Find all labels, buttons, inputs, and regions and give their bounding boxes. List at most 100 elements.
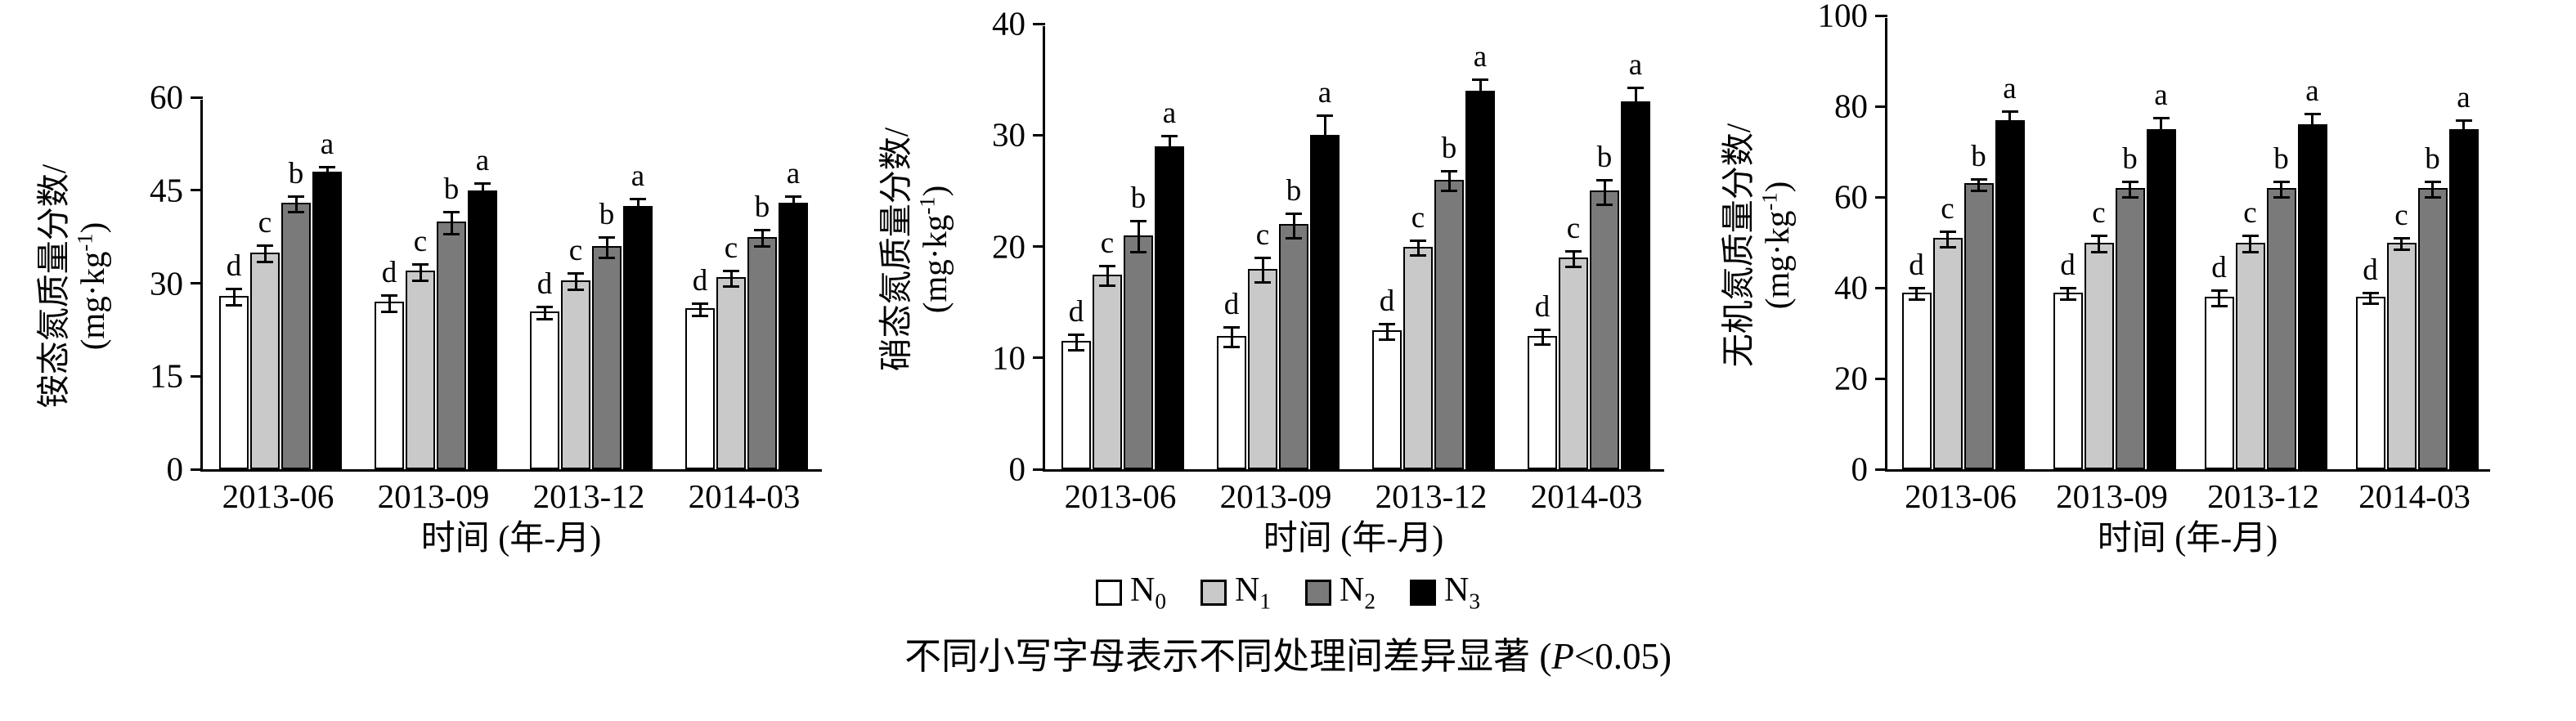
- figure-caption: 不同小写字母表示不同处理间差异显著 (P<0.05): [904, 635, 1672, 677]
- y-axis-title-line1: 无机氮质量分数/: [1719, 123, 1757, 367]
- bar-N1-2013-12: c: [561, 235, 590, 469]
- error-bar: [568, 272, 584, 292]
- bar-N0-2014-03: d: [2355, 255, 2385, 469]
- error-bar: [630, 198, 646, 217]
- significance-letter: d: [226, 249, 242, 284]
- bar-N1-2013-06: c: [250, 208, 280, 469]
- significance-letter: c: [413, 224, 428, 258]
- x-axis-title: 时间 (年-月): [420, 520, 602, 558]
- y-tick-mark: [1875, 105, 1887, 108]
- y-tick-mark: [1875, 14, 1887, 17]
- error-bar: [1627, 86, 1644, 120]
- bar-N0-2013-06: d: [219, 251, 249, 469]
- y-tick-label: 45: [150, 171, 183, 209]
- charts-row: 铵态氮质量分数/ (mg·kg-1) 0 15 30 45 60 d c b a d c b a d c b a…: [25, 0, 2490, 560]
- bar-N1-2013-09: c: [1248, 220, 1277, 469]
- significance-letter: d: [536, 266, 553, 301]
- significance-letter: b: [288, 156, 304, 190]
- bar-N3-2013-09: a: [2146, 80, 2176, 469]
- chart-ammonium-nitrogen: 铵态氮质量分数/ (mg·kg-1) 0 15 30 45 60 d c b a d c b a d c b a…: [25, 80, 822, 560]
- error-bar: [2424, 180, 2441, 199]
- bar-N3-2013-12: a: [1465, 42, 1495, 469]
- legend-item-n1: N1: [1200, 573, 1271, 613]
- y-tick-mark: [1033, 468, 1045, 471]
- y-tick-label: 30: [992, 115, 1025, 154]
- y-tick-mark: [1875, 377, 1887, 380]
- error-bar: [226, 288, 242, 307]
- y-tick-mark: [1033, 22, 1045, 25]
- significance-letter: a: [631, 159, 645, 194]
- y-tick-label: 0: [1851, 450, 1869, 488]
- y-axis-title: 硝态氮质量分数/ (mg·kg-1): [867, 26, 965, 560]
- bar-N3-2013-06: a: [1155, 98, 1184, 469]
- x-tick-label: 2013-09: [1219, 477, 1332, 515]
- significance-letter: a: [2305, 74, 2319, 108]
- significance-letter: b: [1971, 140, 1986, 174]
- significance-letter: d: [1534, 289, 1551, 324]
- legend-swatch-n0: [1096, 580, 1122, 607]
- x-tick-label: 2013-09: [377, 477, 490, 515]
- significance-letter: a: [1162, 96, 1177, 130]
- error-bar: [1254, 257, 1271, 284]
- error-bar: [2455, 119, 2472, 142]
- y-tick-label: 15: [150, 356, 183, 395]
- bar-N2-2013-06: b: [281, 159, 311, 469]
- significance-letter: a: [475, 144, 490, 178]
- significance-letter: c: [1566, 212, 1581, 246]
- error-bar: [2242, 235, 2259, 253]
- bar-N2-2013-12: b: [592, 199, 622, 469]
- bar-N0-2013-06: d: [1901, 250, 1932, 469]
- error-bar: [1596, 179, 1613, 206]
- significance-letter: d: [692, 263, 708, 298]
- error-bar: [1534, 328, 1551, 347]
- error-bar: [257, 244, 273, 263]
- significance-letter: b: [1596, 141, 1613, 175]
- y-tick-label: 20: [1834, 359, 1868, 397]
- y-axis-title: 无机氮质量分数/ (mg·kg-1): [1709, 18, 1807, 560]
- significance-letter: a: [1628, 47, 1643, 82]
- y-tick-mark: [191, 468, 203, 471]
- bar-N3-2013-06: a: [312, 129, 342, 469]
- error-bar: [1099, 264, 1115, 288]
- significance-letter: a: [2457, 80, 2471, 114]
- x-tick-label: 2014-03: [1530, 477, 1643, 515]
- bar-N0-2013-09: d: [375, 258, 404, 469]
- y-tick-mark: [1033, 133, 1045, 137]
- y-tick-label: 0: [1008, 450, 1026, 488]
- error-bar: [723, 269, 739, 289]
- y-tick-label: 40: [992, 4, 1025, 43]
- legend: N0 N1 N2 N3: [0, 573, 2576, 613]
- significance-letter: b: [1130, 181, 1147, 216]
- error-bar: [692, 302, 708, 318]
- error-bar: [1379, 322, 1395, 341]
- error-bar: [2304, 112, 2321, 141]
- legend-item-n2: N2: [1305, 573, 1376, 613]
- plot-area: 0 10 20 30 40 d c b a d c b a d c b a d c b a: [992, 7, 1664, 486]
- y-tick-label: 100: [1817, 0, 1869, 34]
- significance-letter: a: [2003, 71, 2017, 105]
- significance-letter: b: [2122, 141, 2138, 176]
- x-tick-label: 2013-12: [1375, 477, 1488, 515]
- y-tick-label: 60: [150, 78, 183, 116]
- error-bar: [1472, 78, 1488, 106]
- y-tick-mark: [1875, 468, 1887, 471]
- error-bar: [319, 165, 335, 181]
- bar-N3-2013-06: a: [1995, 74, 2025, 469]
- significance-letter: c: [724, 231, 738, 265]
- bar-N3-2014-03: a: [779, 159, 808, 469]
- significance-letter: c: [2092, 196, 2106, 231]
- bar-N0-2013-06: d: [1061, 297, 1091, 469]
- chart-nitrate-nitrogen: 硝态氮质量分数/ (mg·kg-1) 0 10 20 30 40 d c b a d c b a d c b a…: [867, 7, 1664, 560]
- x-tick-label: 2013-09: [2056, 477, 2168, 515]
- y-tick-label: 20: [992, 227, 1025, 265]
- y-axis-title: 铵态氮质量分数/ (mg·kg-1): [25, 100, 123, 560]
- significance-letter: d: [381, 255, 397, 289]
- y-axis-title-unit: (mg·kg-1): [914, 185, 954, 313]
- bar-N2-2014-03: b: [2417, 144, 2448, 469]
- legend-swatch-n1: [1200, 580, 1227, 607]
